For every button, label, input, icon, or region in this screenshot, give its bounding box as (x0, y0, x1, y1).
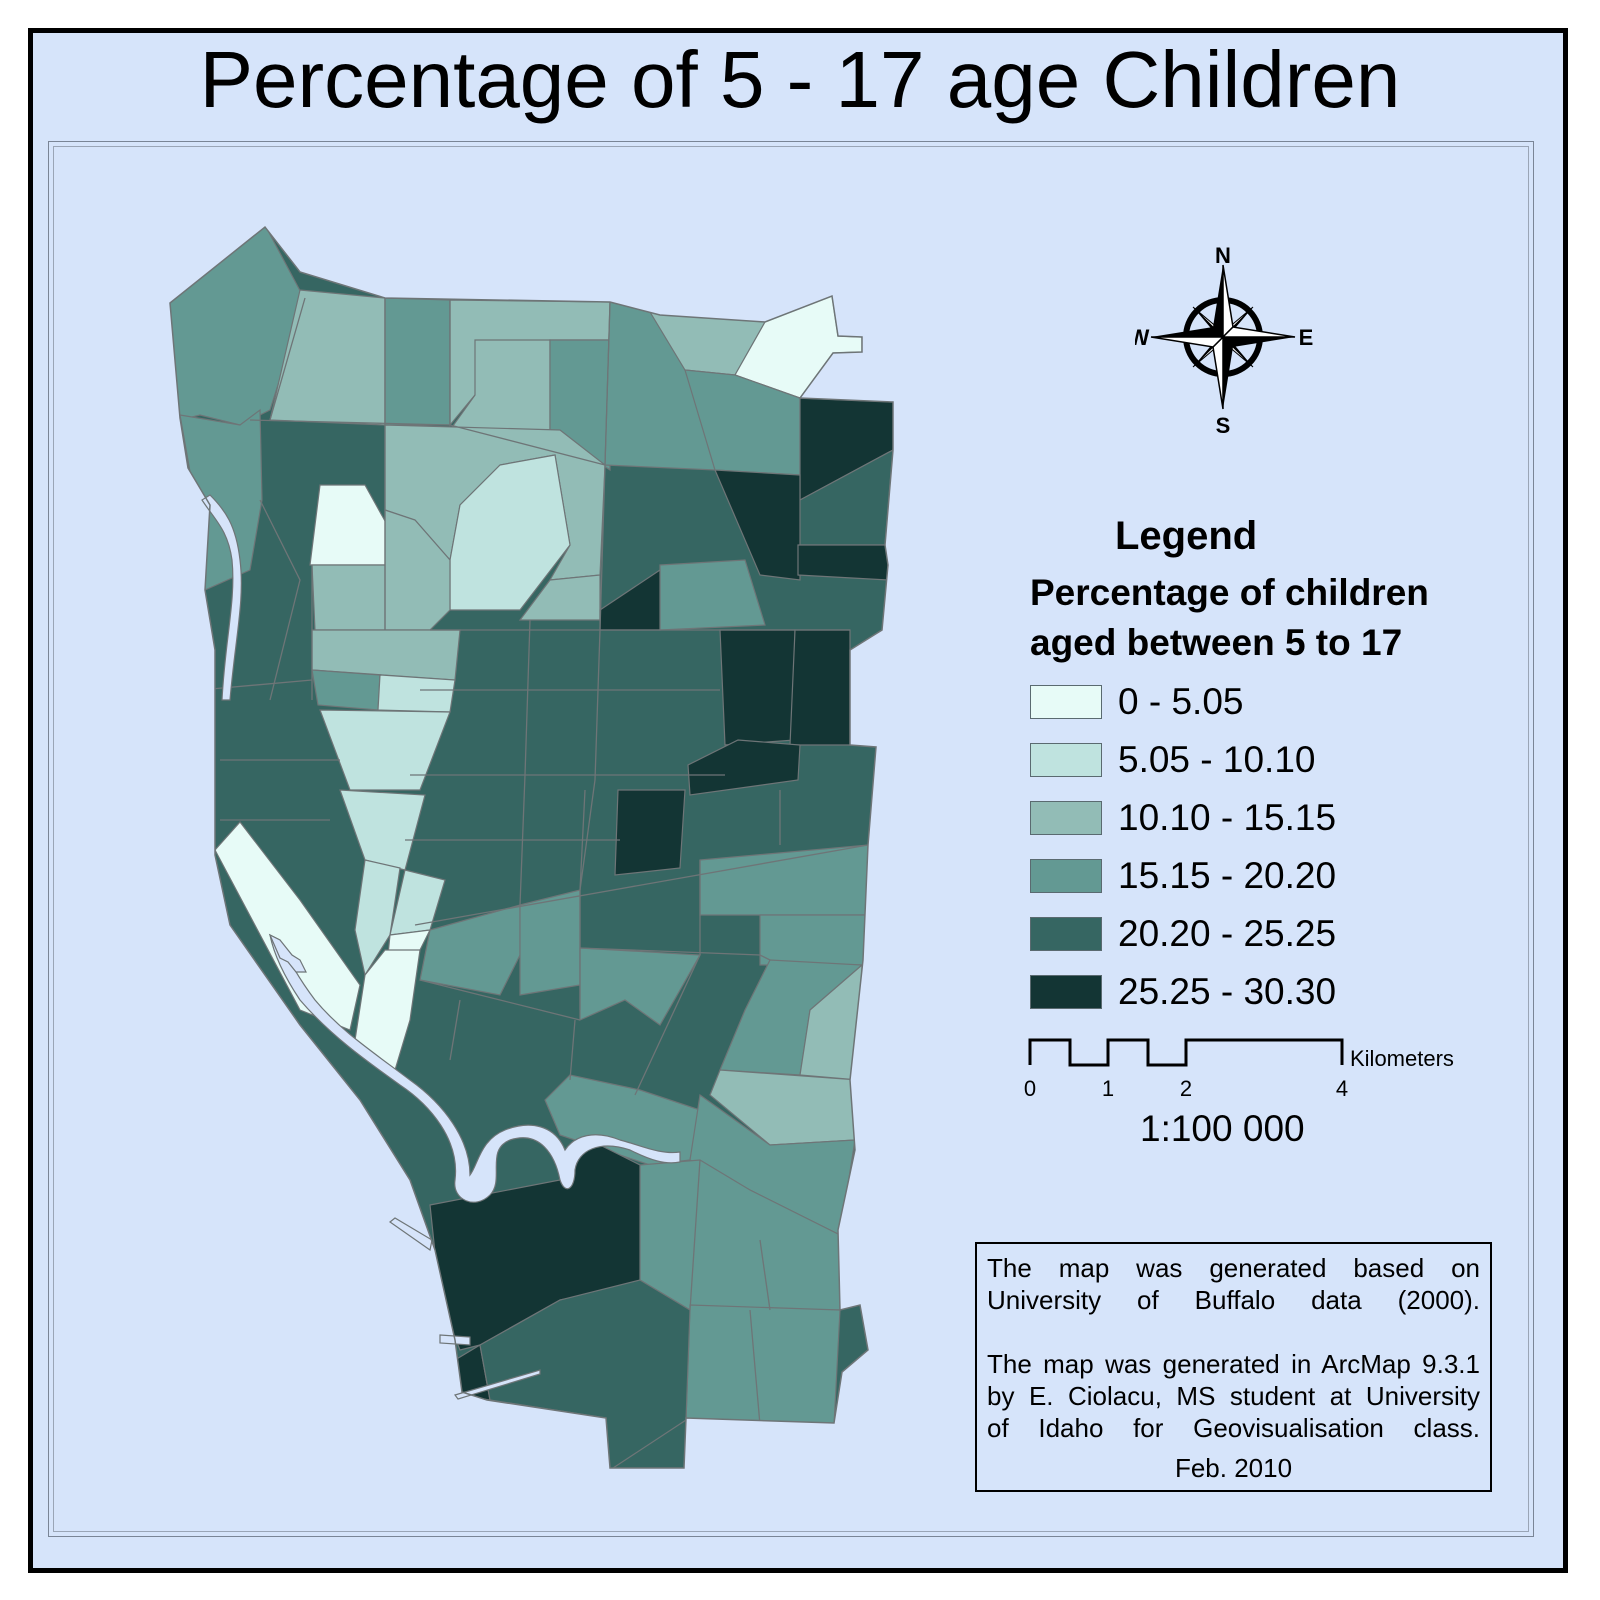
map-title: Percentage of 5 - 17 age Children (199, 35, 1401, 124)
scale-unit: Kilometers (1350, 1046, 1454, 1071)
census-tracts (170, 227, 893, 1468)
legend-label: 5.05 - 10.10 (1118, 739, 1316, 780)
legend-subtitle-line2: aged between 5 to 17 (1030, 622, 1403, 663)
legend-label: 10.10 - 15.15 (1118, 797, 1337, 838)
tract-east-dark-a (719, 629, 796, 746)
credits-line: by E. Ciolacu, MS student at University (987, 1381, 1480, 1411)
scale-bar: 0 1 2 4 Kilometers (1024, 1038, 1454, 1101)
legend-swatch (1030, 917, 1102, 951)
tract-west-light-b (377, 674, 456, 713)
credits-line: The map was generated in ArcMap 9.3.1 (987, 1349, 1480, 1379)
legend-label: 25.25 - 30.30 (1118, 971, 1337, 1012)
tract-north-b (384, 297, 451, 426)
south-waterway (388, 1217, 433, 1252)
legend-heading: Legend (1115, 514, 1258, 558)
map-neatline-inner (53, 146, 1529, 1532)
north-arrow: N S E W (1135, 245, 1314, 438)
legend-swatch (1030, 801, 1102, 835)
tract-sc-b (759, 914, 869, 966)
legend-swatch (1030, 975, 1102, 1009)
tract-nw-strip (179, 408, 263, 591)
water-features (201, 494, 681, 1400)
scale-tick-4: 4 (1336, 1076, 1348, 1101)
tract-west-teal (311, 564, 391, 631)
legend-swatch (1030, 859, 1102, 893)
legend-label: 0 - 5.05 (1118, 681, 1244, 722)
tract-west-light-e (354, 859, 401, 977)
tract-east-dark-b (789, 629, 851, 746)
tract-nc-lightest (449, 454, 571, 611)
compass-east-label: E (1299, 325, 1314, 350)
legend-swatch (1030, 685, 1102, 719)
scale-tick-0: 0 (1024, 1076, 1036, 1101)
tract-west-mid (311, 669, 381, 711)
compass-cardinals (1150, 264, 1296, 410)
credits-box: The map was generated based on Universit… (975, 1242, 1492, 1492)
river-west (201, 494, 242, 701)
legend-label: 15.15 - 20.20 (1118, 855, 1337, 896)
legend-subtitle-line1: Percentage of children (1030, 572, 1429, 613)
tract-ne-dark-c (714, 469, 801, 581)
compass-south-label: S (1216, 413, 1231, 438)
credits-line: University of Buffalo data (2000). (987, 1285, 1480, 1315)
legend-subtitle: Percentage of children aged between 5 to… (1030, 568, 1550, 668)
tract-se-mid-d (685, 1304, 841, 1426)
tract-ne-dark-d (797, 544, 889, 581)
tract-boundaries (199, 297, 869, 1426)
tract-west-light-c (319, 709, 451, 791)
compass-north-label: N (1215, 245, 1231, 268)
breakwater-cut (454, 1369, 541, 1400)
scale-ratio: 1:100 000 (1140, 1108, 1305, 1149)
harbor-channel (269, 933, 681, 1203)
legend-label: 20.20 - 25.25 (1118, 913, 1337, 954)
harbor-inlet (268, 933, 307, 973)
scale-tick-2: 2 (1180, 1076, 1192, 1101)
tract-center-dark (614, 789, 686, 876)
credits-date: Feb. 2010 (1174, 1453, 1293, 1483)
legend-swatch (1030, 743, 1102, 777)
tract-east-dark-c (687, 739, 801, 796)
scale-tick-1: 1 (1102, 1076, 1114, 1101)
tract-sc-d (519, 889, 581, 996)
scale-bar-line (1028, 1038, 1344, 1067)
tract-waterfront-light (214, 821, 361, 1031)
compass-west-label: W (1135, 325, 1150, 350)
credits-line: The map was generated based on (987, 1253, 1480, 1283)
credits-line: of Idaho for Geovisualisation class. (987, 1413, 1480, 1443)
